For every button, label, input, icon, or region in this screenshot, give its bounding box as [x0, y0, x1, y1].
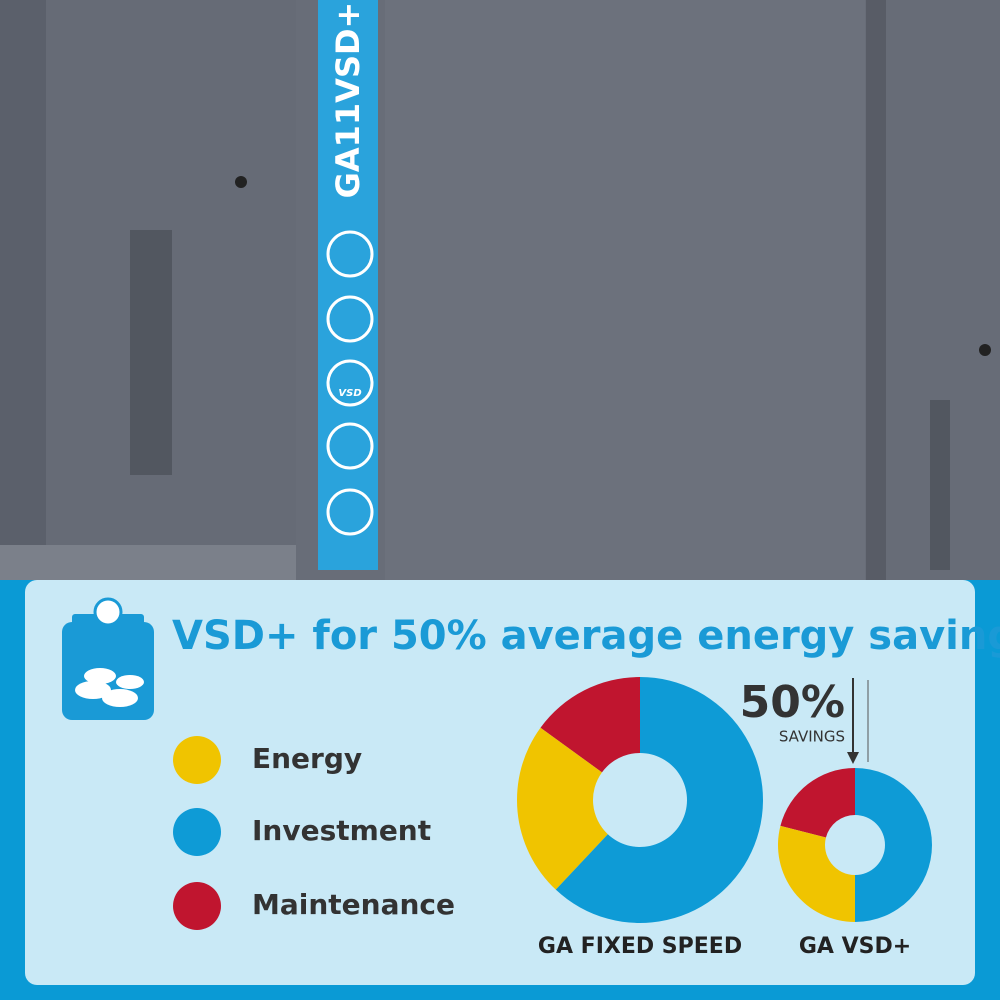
jar-icon: [62, 597, 154, 720]
donut-segment: [516, 727, 608, 890]
chart-label: GA VSD+: [799, 934, 911, 959]
vent: [130, 230, 172, 475]
icon-label: VSD: [338, 388, 361, 399]
chart-label: GA FIXED SPEED: [538, 934, 742, 959]
legend-label: Maintenance: [252, 888, 455, 921]
legend-swatch: [173, 808, 221, 856]
donut-segment: [777, 825, 855, 922]
gap: [866, 0, 886, 580]
hole: [979, 344, 991, 356]
left-cabinet: [46, 0, 300, 545]
label-strip: [318, 0, 378, 570]
title: VSD+ for 50% average energy savings: [172, 613, 1000, 659]
donut-segment: [540, 677, 640, 773]
donut-segment: [855, 768, 932, 922]
machine: GA11VSD+ VSD: [0, 0, 1000, 580]
icons: [326, 230, 374, 536]
savings-value: 50%: [740, 677, 845, 728]
arrowhead: [847, 752, 859, 764]
door: [385, 0, 865, 580]
legend-label: Investment: [252, 814, 431, 847]
info-panel: [25, 580, 975, 985]
vent: [930, 400, 950, 570]
hole: [235, 176, 247, 188]
legend-swatch: [173, 736, 221, 784]
legend-label: Energy: [252, 742, 362, 775]
legend-swatch: [173, 882, 221, 930]
left-panel: [0, 0, 46, 545]
left-base: [0, 545, 300, 580]
savings-text: SAVINGS: [779, 728, 845, 746]
donut-segment: [555, 677, 763, 923]
model-label: GA11VSD+: [329, 2, 367, 199]
donut-segment: [780, 768, 855, 838]
